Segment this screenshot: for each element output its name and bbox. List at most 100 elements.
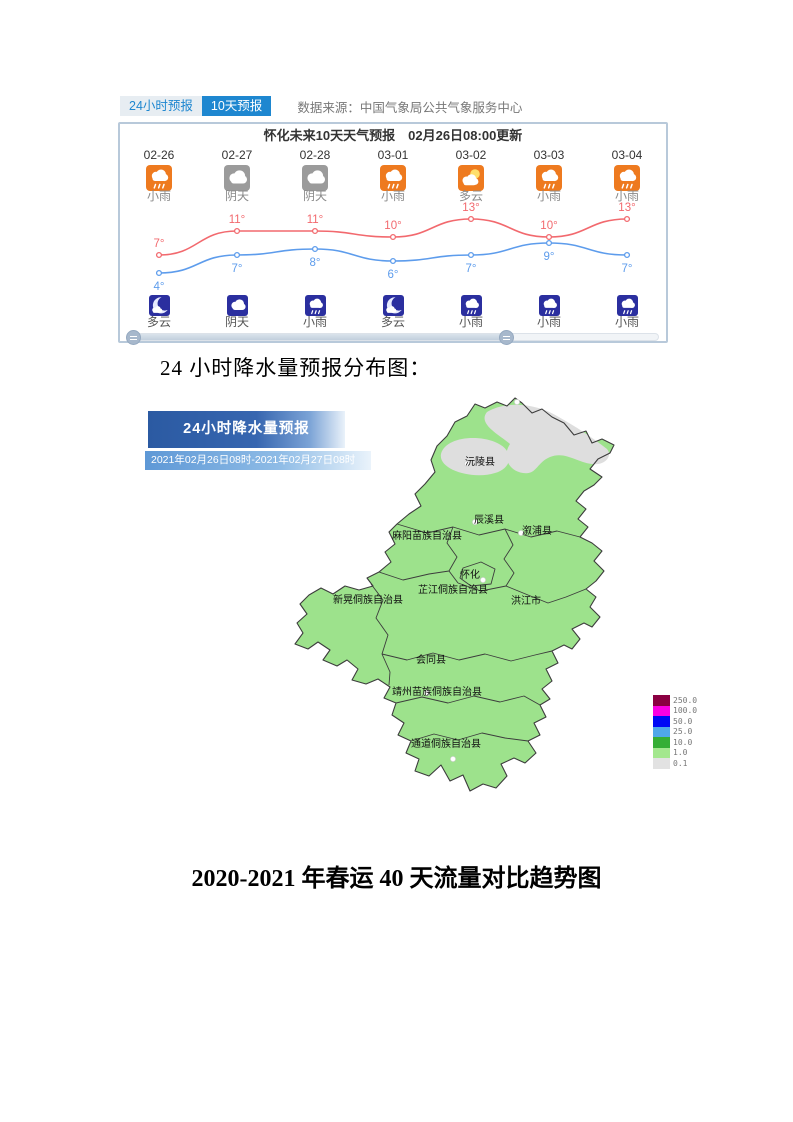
tab-24h-forecast[interactable]: 24小时预报 xyxy=(120,96,202,116)
legend-row: 10.0 xyxy=(653,737,697,748)
map-region-label: 溆浦县 xyxy=(522,524,552,537)
tab-10day-forecast[interactable]: 10天预报 xyxy=(201,96,272,116)
legend-swatch xyxy=(653,747,670,758)
forecast-panel: 怀化未来10天天气预报 02月26日08:00更新 02-26 小雨 02-27 阴天… xyxy=(118,122,668,345)
day-condition-label: 阴天 xyxy=(224,189,249,203)
forecast-night-column: 小雨 xyxy=(510,295,588,330)
forecast-days-row: 02-26 小雨 02-27 阴天 02-28 阴天 03-01 小雨 03-02 多云 03-03… xyxy=(120,148,666,203)
legend-row: 250.0 xyxy=(653,695,697,706)
legend-row: 0.1 xyxy=(653,758,697,769)
svg-text:7°: 7° xyxy=(232,263,243,275)
legend-value: 0.1 xyxy=(673,758,688,768)
light-rain-icon xyxy=(380,165,406,191)
forecast-range-slider[interactable] xyxy=(126,330,659,345)
map-period: 2021年02月26日08时-2021年02月27日08时 xyxy=(145,451,371,470)
forecast-night-column: 小雨 xyxy=(276,295,354,330)
legend-swatch xyxy=(653,705,670,716)
legend-swatch xyxy=(653,695,670,706)
svg-text:13°: 13° xyxy=(618,202,635,214)
forecast-night-column: 小雨 xyxy=(588,295,666,330)
legend-row: 50.0 xyxy=(653,716,697,727)
day-condition-label: 小雨 xyxy=(614,189,639,203)
temperature-chart: 7° 11° 11° 10° 13° 10° 13° 4° 7° 8° 6° 7° 9° 7° xyxy=(154,202,636,293)
night-condition-label: 小雨 xyxy=(536,315,561,329)
legend-value: 1.0 xyxy=(673,748,688,758)
precip-map-caption: 24 小时降水量预报分布图： xyxy=(160,356,432,380)
night-rain-icon xyxy=(304,295,326,316)
svg-text:11°: 11° xyxy=(307,214,324,226)
partly-cloudy-sun-icon xyxy=(458,165,484,191)
night-rain-icon xyxy=(616,295,638,316)
svg-text:10°: 10° xyxy=(540,220,557,232)
forecast-date: 03-04 xyxy=(611,148,643,162)
map-region-label: 芷江侗族自治县 xyxy=(418,583,488,596)
svg-text:6°: 6° xyxy=(388,269,399,281)
map-region-label: 沅陵县 xyxy=(465,455,495,468)
svg-text:10°: 10° xyxy=(384,220,401,232)
moon-cloudy-icon xyxy=(148,295,170,316)
map-region-label: 怀化 xyxy=(460,568,480,581)
forecast-tabs: 24小时预报 10天预报 数据来源：中国气象局公共气象服务中心 xyxy=(120,96,522,116)
slider-handle-right-icon[interactable] xyxy=(498,330,514,345)
map-region-label: 洪江市 xyxy=(511,594,541,607)
night-rain-icon xyxy=(460,295,482,316)
slider-handle-left-icon[interactable] xyxy=(126,330,141,345)
forecast-day-column: 03-03 小雨 xyxy=(510,148,588,203)
legend-row: 25.0 xyxy=(653,726,697,737)
forecast-nights-row: 多云 阴天 小雨 多云 小雨 小雨 小雨 xyxy=(120,295,666,330)
light-rain-icon xyxy=(614,165,640,191)
day-condition-label: 阴天 xyxy=(302,189,327,203)
legend-value: 100.0 xyxy=(673,706,698,716)
map-legend: 250.0 100.0 50.0 25.0 10.0 1.0 0.1 xyxy=(653,695,697,769)
forecast-date: 03-03 xyxy=(533,148,565,162)
legend-value: 25.0 xyxy=(673,727,693,737)
map-title: 24小时降水量预报 xyxy=(148,411,345,448)
map-region-label: 辰溪县 xyxy=(474,514,504,526)
data-source-text: 数据来源：中国气象局公共气象服务中心 xyxy=(297,100,523,115)
svg-text:7°: 7° xyxy=(622,263,633,275)
forecast-day-column: 03-04 小雨 xyxy=(588,148,666,203)
moon-cloudy-icon xyxy=(382,295,404,316)
forecast-date: 02-27 xyxy=(221,148,253,162)
legend-swatch xyxy=(653,737,670,748)
legend-value: 50.0 xyxy=(673,716,693,726)
forecast-day-column: 03-02 多云 xyxy=(432,148,510,203)
legend-swatch xyxy=(653,716,670,727)
map-region-label: 靖州苗族侗族自治县 xyxy=(392,685,482,698)
map-region-label: 新晃侗族自治县 xyxy=(333,593,403,606)
map-region-label: 会同县 xyxy=(416,653,446,666)
svg-text:11°: 11° xyxy=(229,214,246,226)
legend-value: 250.0 xyxy=(673,695,698,705)
forecast-day-column: 02-28 阴天 xyxy=(276,148,354,203)
night-condition-label: 阴天 xyxy=(224,315,249,329)
night-condition-label: 多云 xyxy=(380,315,405,329)
night-condition-label: 小雨 xyxy=(302,315,327,329)
night-condition-label: 小雨 xyxy=(458,315,483,329)
svg-text:8°: 8° xyxy=(310,257,321,269)
light-rain-icon xyxy=(536,165,562,191)
forecast-night-column: 多云 xyxy=(120,295,198,330)
night-overcast-icon xyxy=(226,295,248,316)
legend-row: 1.0 xyxy=(653,747,697,758)
overcast-icon xyxy=(224,165,250,191)
flow-trend-title: 2020-2021 年春运 40 天流量对比趋势图 xyxy=(191,866,602,892)
day-condition-label: 多云 xyxy=(458,189,483,203)
svg-text:9°: 9° xyxy=(544,251,555,263)
legend-value: 10.0 xyxy=(673,737,693,747)
day-condition-label: 小雨 xyxy=(536,189,561,203)
svg-text:13°: 13° xyxy=(462,202,479,214)
svg-text:7°: 7° xyxy=(466,263,477,275)
svg-text:7°: 7° xyxy=(154,238,165,250)
map-region-label: 通道侗族自治县 xyxy=(411,737,481,750)
forecast-date: 02-28 xyxy=(299,148,331,162)
map-region-label: 麻阳苗族自治县 xyxy=(392,529,462,542)
forecast-day-column: 03-01 小雨 xyxy=(354,148,432,203)
legend-swatch xyxy=(653,758,670,769)
forecast-day-column: 02-26 小雨 xyxy=(120,148,198,203)
forecast-night-column: 小雨 xyxy=(432,295,510,330)
overcast-icon xyxy=(302,165,328,191)
forecast-panel-title: 怀化未来10天天气预报 02月26日08:00更新 xyxy=(263,128,523,143)
day-condition-label: 小雨 xyxy=(380,189,405,203)
